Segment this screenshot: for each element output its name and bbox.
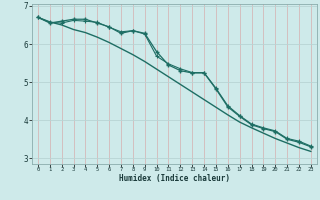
X-axis label: Humidex (Indice chaleur): Humidex (Indice chaleur) — [119, 174, 230, 183]
